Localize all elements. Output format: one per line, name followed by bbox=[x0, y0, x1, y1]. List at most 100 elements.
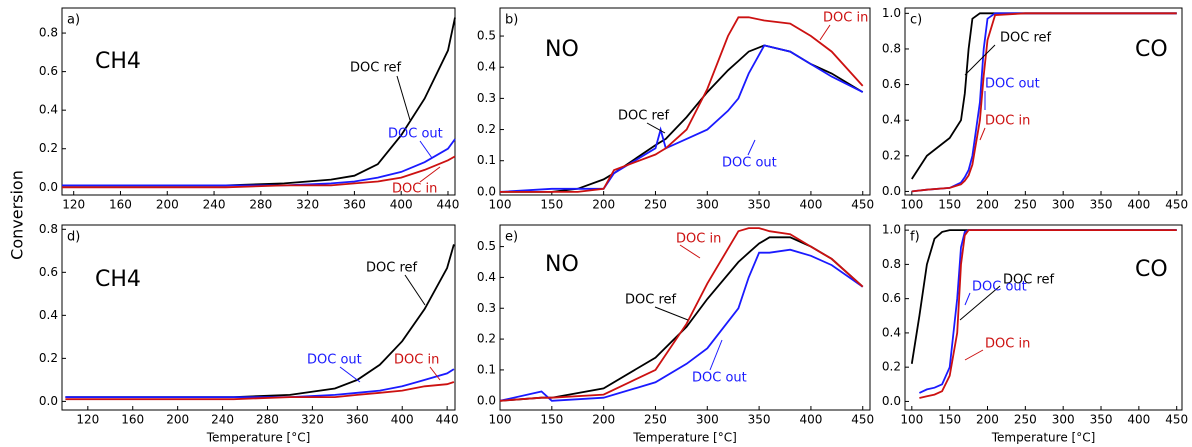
x-tick-label: 400 bbox=[1127, 413, 1150, 427]
x-tick-label: 320 bbox=[301, 413, 324, 427]
x-tick-label: 250 bbox=[1014, 413, 1037, 427]
x-tick-label: 280 bbox=[249, 198, 272, 212]
panel-label: b) bbox=[505, 13, 518, 28]
series-label: DOC in bbox=[394, 353, 439, 368]
y-tick-label: 0.2 bbox=[882, 360, 901, 374]
series-label: DOC ref bbox=[1003, 273, 1055, 288]
x-tick-label: 360 bbox=[346, 413, 369, 427]
leader-line bbox=[419, 166, 441, 183]
series-line bbox=[65, 368, 455, 398]
series-label: DOC in bbox=[985, 337, 1030, 352]
y-tick-label: 0.4 bbox=[477, 270, 496, 284]
x-tick-label: 440 bbox=[436, 413, 459, 427]
plot-frame bbox=[904, 224, 1183, 411]
x-tick-label: 400 bbox=[390, 198, 413, 212]
y-tick-label: 1.0 bbox=[882, 223, 901, 237]
y-tick-label: 0.5 bbox=[477, 29, 496, 43]
x-tick-label: 100 bbox=[489, 198, 512, 212]
x-tick-label: 440 bbox=[437, 198, 460, 212]
x-tick-label: 100 bbox=[900, 413, 923, 427]
series-line bbox=[499, 248, 864, 402]
species-label: CH4 bbox=[95, 267, 141, 292]
y-tick-label: 0.0 bbox=[477, 184, 496, 198]
x-tick-label: 350 bbox=[748, 413, 771, 427]
x-tick-label: 150 bbox=[540, 413, 563, 427]
plot-frame bbox=[499, 7, 871, 196]
species-label: CO bbox=[1135, 257, 1168, 282]
y-tick-label: 0.2 bbox=[39, 351, 58, 365]
leader-line bbox=[429, 366, 441, 381]
plot-frame bbox=[61, 7, 456, 196]
x-tick-label: 350 bbox=[1090, 413, 1113, 427]
y-tick-label: 0.0 bbox=[882, 394, 901, 408]
leader-line bbox=[819, 24, 831, 41]
series-label: DOC out bbox=[388, 127, 443, 142]
series-label: DOC out bbox=[692, 371, 747, 386]
y-tick-label: 0.1 bbox=[477, 362, 496, 376]
x-tick-label: 200 bbox=[156, 198, 179, 212]
series-label: DOC in bbox=[392, 182, 437, 197]
y-tick-label: 0.4 bbox=[882, 325, 901, 339]
x-tick-label: 300 bbox=[1052, 198, 1075, 212]
leader-line bbox=[679, 244, 701, 259]
leader-line bbox=[747, 139, 756, 156]
x-axis-label: Temperature [°C] bbox=[991, 431, 1096, 445]
species-label: CO bbox=[1135, 37, 1168, 62]
x-tick-label: 450 bbox=[851, 413, 874, 427]
leader-line bbox=[964, 292, 971, 306]
series-label: DOC in bbox=[823, 11, 868, 26]
series-line bbox=[62, 17, 456, 187]
x-tick-label: 200 bbox=[592, 413, 615, 427]
series-label: DOC ref bbox=[366, 261, 418, 276]
series-line bbox=[500, 44, 864, 193]
series-line bbox=[919, 229, 1177, 399]
y-tick-label: 0.0 bbox=[39, 180, 58, 194]
y-tick-label: 0.3 bbox=[477, 301, 496, 315]
panel-label: d) bbox=[67, 230, 80, 245]
plot-frame bbox=[499, 224, 871, 411]
species-label: CH4 bbox=[95, 49, 141, 74]
plot-frame bbox=[61, 224, 456, 411]
x-tick-label: 360 bbox=[343, 198, 366, 212]
x-tick-label: 400 bbox=[391, 413, 414, 427]
x-tick-label: 450 bbox=[1165, 198, 1188, 212]
x-tick-label: 120 bbox=[62, 198, 85, 212]
y-tick-label: 0.3 bbox=[477, 91, 496, 105]
y-tick-label: 0.4 bbox=[882, 113, 901, 127]
x-tick-label: 120 bbox=[76, 413, 99, 427]
x-tick-label: 350 bbox=[1090, 198, 1113, 212]
plot-frame bbox=[904, 7, 1183, 196]
y-tick-label: 0.8 bbox=[882, 41, 901, 55]
leader-line bbox=[709, 339, 723, 371]
panel-label: f) bbox=[910, 230, 920, 245]
y-tick-label: 0.2 bbox=[477, 332, 496, 346]
x-tick-label: 240 bbox=[211, 413, 234, 427]
series-label: DOC ref bbox=[618, 109, 670, 124]
panel-label: e) bbox=[505, 230, 518, 245]
series-line bbox=[500, 16, 864, 193]
y-axis-label: Conversion bbox=[8, 170, 27, 260]
leader-line bbox=[396, 75, 411, 121]
y-tick-label: 0.1 bbox=[477, 153, 496, 167]
y-tick-label: 0.2 bbox=[39, 141, 58, 155]
x-tick-label: 200 bbox=[592, 198, 615, 212]
leader-line bbox=[964, 349, 984, 361]
x-tick-label: 250 bbox=[644, 413, 667, 427]
x-tick-label: 350 bbox=[748, 198, 771, 212]
x-tick-label: 450 bbox=[1165, 413, 1188, 427]
series-line bbox=[499, 44, 864, 193]
x-tick-label: 100 bbox=[489, 413, 512, 427]
x-tick-label: 200 bbox=[976, 198, 999, 212]
y-tick-label: 0.2 bbox=[477, 122, 496, 136]
x-tick-label: 400 bbox=[799, 198, 822, 212]
y-tick-label: 1.0 bbox=[882, 6, 901, 20]
series-label: DOC out bbox=[972, 280, 1027, 295]
x-tick-label: 280 bbox=[256, 413, 279, 427]
x-axis-label: Temperature [°C] bbox=[206, 431, 311, 445]
y-tick-label: 0.4 bbox=[477, 60, 496, 74]
x-tick-label: 150 bbox=[540, 198, 563, 212]
x-tick-label: 100 bbox=[900, 198, 923, 212]
leader-line bbox=[964, 44, 996, 76]
x-tick-label: 300 bbox=[696, 198, 719, 212]
